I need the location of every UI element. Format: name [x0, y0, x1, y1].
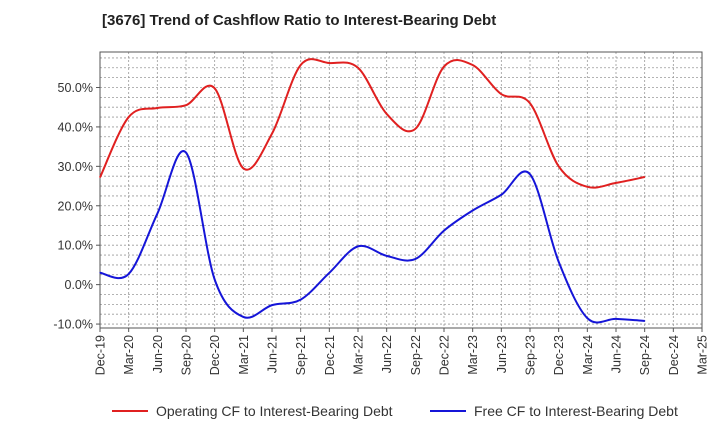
- data-point: [615, 318, 617, 320]
- x-tick-label: Dec-19: [94, 335, 108, 375]
- data-point: [586, 186, 588, 188]
- x-tick-label: Sep-21: [294, 335, 308, 375]
- x-tick-label: Mar-21: [237, 335, 251, 375]
- plot-border: [99, 51, 703, 329]
- data-point: [328, 62, 330, 64]
- data-point: [414, 258, 416, 260]
- y-tick-label: 40.0%: [58, 120, 93, 134]
- data-point: [156, 213, 158, 215]
- data-point: [357, 67, 359, 69]
- data-point: [214, 278, 216, 281]
- data-point: [644, 320, 646, 322]
- x-tick-label: Mar-23: [466, 335, 480, 375]
- x-tick-label: Mar-22: [352, 335, 366, 375]
- data-point: [300, 64, 302, 66]
- x-tick-label: Dec-22: [438, 335, 452, 375]
- data-point: [185, 151, 187, 154]
- data-point: [644, 176, 646, 178]
- data-point: [529, 173, 531, 175]
- x-tick-label: Jun-21: [266, 335, 280, 373]
- data-point: [386, 255, 388, 257]
- x-tick-label: Jun-22: [380, 335, 394, 373]
- x-tick-label: Sep-20: [180, 335, 194, 375]
- data-point: [414, 128, 416, 130]
- data-point: [357, 245, 359, 247]
- data-point: [328, 272, 330, 274]
- data-point: [443, 230, 445, 232]
- y-tick-label: 30.0%: [58, 160, 93, 174]
- data-point: [472, 64, 474, 66]
- x-tick-label: Sep-23: [524, 335, 538, 375]
- data-point: [500, 194, 502, 196]
- y-tick-label: 10.0%: [58, 239, 93, 253]
- legend-free-cf: Free CF to Interest-Bearing Debt: [430, 403, 678, 419]
- x-tick-label: Dec-21: [323, 335, 337, 375]
- data-point: [558, 261, 560, 263]
- y-tick-label: 50.0%: [58, 81, 93, 95]
- legend-label-free-cf: Free CF to Interest-Bearing Debt: [474, 403, 678, 419]
- series-line-operating-cf: [99, 58, 645, 189]
- y-tick-label: 20.0%: [58, 199, 93, 213]
- data-point: [128, 273, 130, 275]
- plot-area: [100, 52, 702, 328]
- x-tick-label: Dec-23: [552, 335, 566, 375]
- data-point: [242, 316, 244, 318]
- legend-label-operating-cf: Operating CF to Interest-Bearing Debt: [156, 403, 393, 419]
- y-tick-label: 0.0%: [65, 278, 94, 292]
- data-point: [128, 116, 130, 118]
- data-point: [472, 209, 474, 212]
- data-point: [214, 87, 216, 89]
- x-tick-label: Jun-23: [495, 335, 509, 373]
- x-tick-label: Mar-25: [696, 335, 710, 375]
- data-point: [185, 104, 187, 106]
- data-point: [99, 272, 101, 274]
- data-point: [529, 102, 531, 104]
- legend-swatch-operating-cf: [112, 410, 148, 412]
- data-point: [156, 107, 158, 109]
- data-point: [443, 65, 445, 68]
- data-point: [99, 176, 101, 178]
- y-tick-label: -10.0%: [53, 318, 93, 332]
- data-point: [615, 182, 617, 184]
- data-point: [242, 167, 244, 169]
- chart-title: [3676] Trend of Cashflow Ratio to Intere…: [102, 12, 497, 29]
- data-point: [271, 133, 273, 135]
- data-point: [300, 299, 302, 301]
- data-point: [558, 165, 560, 167]
- data-point: [586, 317, 588, 319]
- data-point: [500, 93, 502, 95]
- data-point: [386, 113, 388, 115]
- x-tick-label: Jun-20: [151, 335, 165, 373]
- x-tick-label: Mar-24: [581, 335, 595, 375]
- x-tick-label: Mar-20: [122, 335, 136, 375]
- x-tick-label: Dec-24: [667, 335, 681, 375]
- legend-operating-cf: Operating CF to Interest-Bearing Debt: [112, 403, 393, 419]
- x-tick-label: Sep-24: [638, 335, 652, 375]
- legend-swatch-free-cf: [430, 410, 466, 412]
- x-tick-label: Jun-24: [610, 335, 624, 373]
- x-tick-label: Dec-20: [208, 335, 222, 375]
- x-tick-label: Sep-22: [409, 335, 423, 375]
- data-point: [271, 304, 273, 306]
